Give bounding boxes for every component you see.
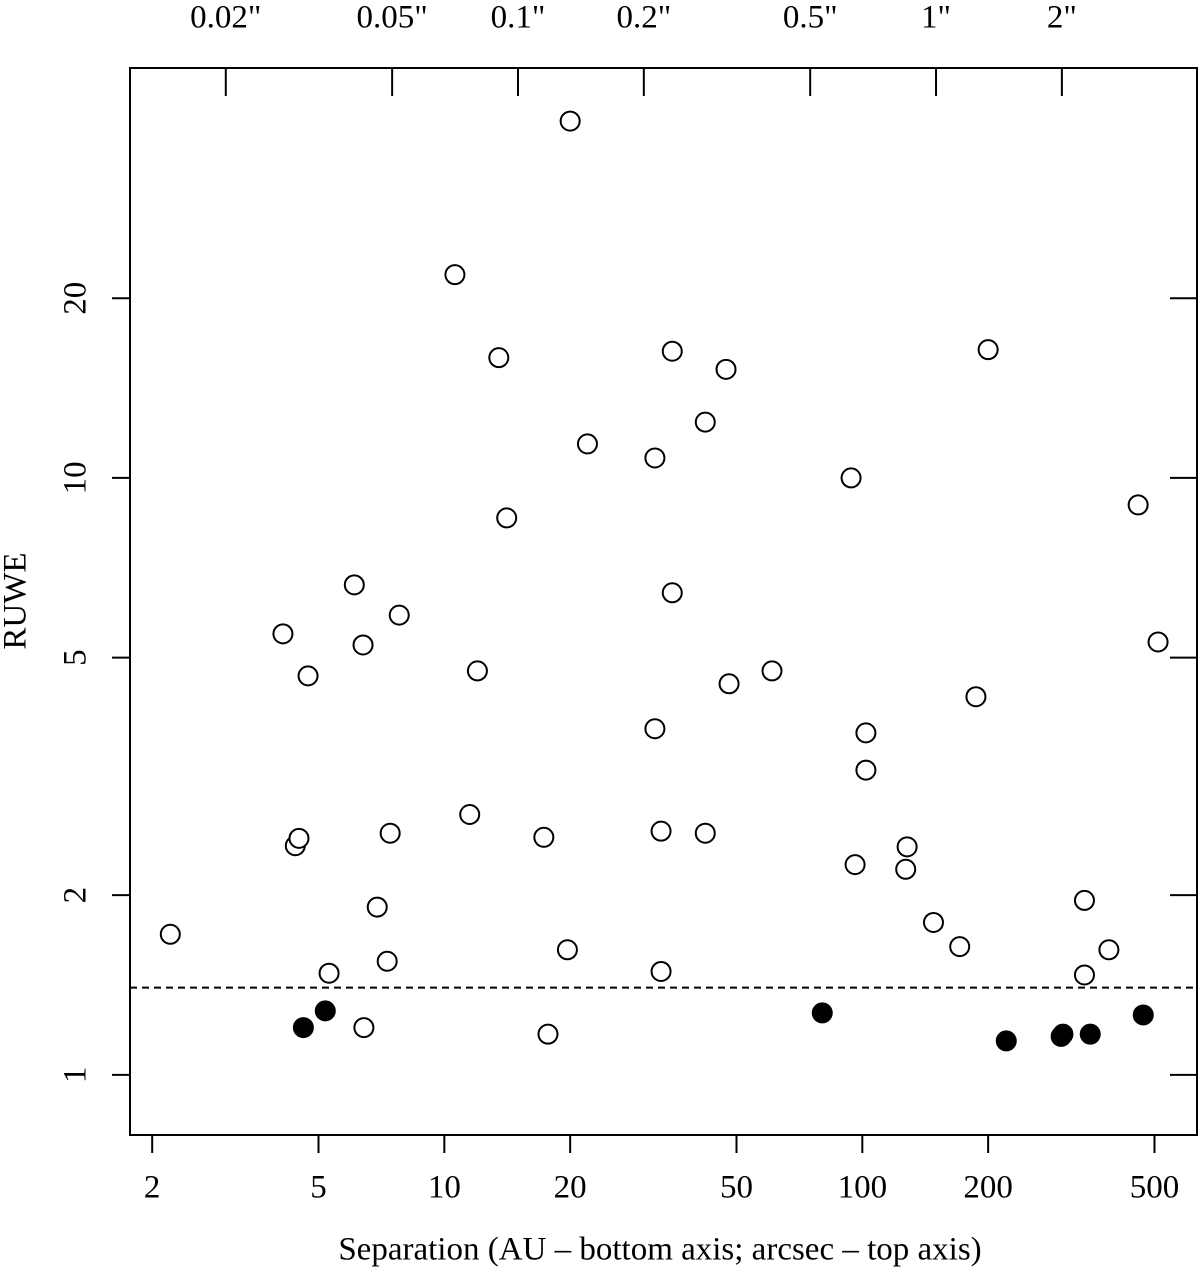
point bbox=[272, 623, 294, 645]
point bbox=[995, 1030, 1017, 1052]
point bbox=[537, 1023, 559, 1045]
point bbox=[650, 820, 672, 842]
y-tick-label: 20 bbox=[58, 282, 94, 315]
point bbox=[644, 718, 666, 740]
x-tick-label: 2 bbox=[144, 1170, 161, 1206]
point bbox=[288, 827, 310, 849]
point bbox=[488, 347, 510, 369]
point bbox=[811, 1002, 833, 1024]
point bbox=[352, 634, 374, 656]
y-tick-label: 1 bbox=[58, 1067, 94, 1084]
x-tick-label: 5 bbox=[310, 1170, 327, 1206]
point bbox=[896, 836, 918, 858]
point bbox=[292, 1017, 314, 1039]
point bbox=[314, 1000, 336, 1022]
x2-tick-label: 1" bbox=[921, 0, 951, 36]
point bbox=[388, 604, 410, 626]
point bbox=[661, 340, 683, 362]
point bbox=[694, 411, 716, 433]
point bbox=[353, 1017, 375, 1039]
x-tick-label: 10 bbox=[428, 1170, 461, 1206]
point bbox=[1147, 631, 1169, 653]
point bbox=[379, 822, 401, 844]
point bbox=[1127, 494, 1149, 516]
point bbox=[297, 665, 319, 687]
point bbox=[1052, 1023, 1074, 1045]
point bbox=[718, 673, 740, 695]
x-tick-label: 20 bbox=[554, 1170, 587, 1206]
point bbox=[844, 854, 866, 876]
point bbox=[343, 574, 365, 596]
y-tick-label: 2 bbox=[58, 887, 94, 904]
x-axis-label: Separation (AU – bottom axis; arcsec – t… bbox=[338, 1232, 981, 1268]
point bbox=[1132, 1004, 1154, 1026]
point bbox=[376, 950, 398, 972]
x-tick-label: 50 bbox=[720, 1170, 753, 1206]
point bbox=[895, 858, 917, 880]
point bbox=[715, 358, 737, 380]
point bbox=[466, 660, 488, 682]
point bbox=[922, 911, 944, 933]
point bbox=[576, 433, 598, 455]
x2-tick-label: 0.1" bbox=[491, 0, 546, 36]
x2-tick-label: 2" bbox=[1047, 0, 1077, 36]
plot-frame bbox=[129, 67, 1198, 1136]
point bbox=[1073, 889, 1095, 911]
point bbox=[855, 759, 877, 781]
point bbox=[533, 826, 555, 848]
point bbox=[1079, 1023, 1101, 1045]
point bbox=[949, 936, 971, 958]
point bbox=[556, 939, 578, 961]
point bbox=[318, 962, 340, 984]
x-tick-label: 200 bbox=[963, 1170, 1013, 1206]
point bbox=[644, 447, 666, 469]
x2-tick-label: 0.2" bbox=[616, 0, 671, 36]
point bbox=[496, 507, 518, 529]
point bbox=[840, 467, 862, 489]
point bbox=[761, 660, 783, 682]
point bbox=[444, 264, 466, 286]
x2-tick-label: 0.5" bbox=[783, 0, 838, 36]
point bbox=[1098, 939, 1120, 961]
y-axis-label: RUWE bbox=[0, 552, 34, 649]
y-tick-label: 10 bbox=[58, 461, 94, 494]
y-tick-label: 5 bbox=[58, 649, 94, 666]
x-tick-label: 500 bbox=[1130, 1170, 1180, 1206]
point bbox=[459, 803, 481, 825]
point bbox=[1073, 964, 1095, 986]
point bbox=[159, 923, 181, 945]
point bbox=[559, 110, 581, 132]
point bbox=[661, 582, 683, 604]
point bbox=[855, 722, 877, 744]
x2-tick-label: 0.05" bbox=[357, 0, 428, 36]
x-tick-label: 100 bbox=[838, 1170, 888, 1206]
point bbox=[977, 339, 999, 361]
point bbox=[965, 686, 987, 708]
point bbox=[694, 822, 716, 844]
point bbox=[650, 960, 672, 982]
point bbox=[366, 896, 388, 918]
x2-tick-label: 0.02" bbox=[190, 0, 261, 36]
